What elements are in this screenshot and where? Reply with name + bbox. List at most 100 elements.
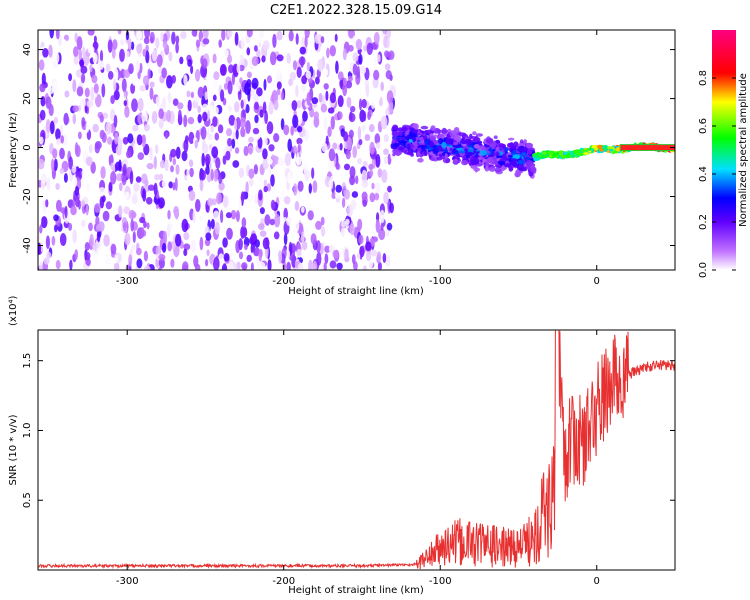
spectrogram-cell bbox=[445, 158, 451, 164]
spectrogram-cell bbox=[123, 206, 130, 215]
spectrogram-frame bbox=[37, 29, 676, 271]
spectrogram-cell bbox=[286, 216, 292, 226]
x-tick-label: 0 bbox=[594, 576, 600, 587]
spectrogram-cell bbox=[348, 112, 356, 123]
spectrogram-cell bbox=[175, 233, 182, 247]
spectrogram-cell bbox=[72, 113, 77, 125]
spectrogram-cell bbox=[248, 168, 255, 179]
spectrogram-cell bbox=[105, 63, 111, 73]
spectrogram-cell bbox=[110, 171, 117, 185]
spectrogram-cell bbox=[172, 182, 176, 191]
spectrogram-cell bbox=[175, 35, 180, 44]
spectrogram-cell bbox=[132, 124, 139, 132]
spectrogram-cell bbox=[53, 51, 60, 65]
spectrogram-cell bbox=[79, 98, 86, 108]
spectrogram-cell bbox=[102, 195, 106, 203]
spectrogram-cell bbox=[531, 166, 537, 173]
spectrogram-cell bbox=[380, 81, 385, 91]
spectrogram-cell bbox=[55, 30, 60, 40]
spectrogram-cell bbox=[416, 151, 421, 157]
spectrogram-cell bbox=[249, 178, 254, 187]
spectrogram-cell bbox=[145, 197, 153, 205]
spectrogram-cell bbox=[453, 158, 459, 163]
spectrogram-cell bbox=[430, 125, 436, 132]
y-tick-label: 20 bbox=[22, 92, 33, 105]
spectrogram-cell bbox=[334, 33, 338, 43]
spectrogram-cell bbox=[167, 209, 171, 220]
spectrogram-cell bbox=[174, 177, 178, 191]
spectrogram-cell bbox=[204, 153, 211, 165]
spectrogram-cell bbox=[127, 133, 134, 144]
spectrogram-cell bbox=[253, 164, 258, 175]
spectrogram-cell bbox=[51, 235, 56, 246]
spectrogram-cell bbox=[221, 263, 228, 270]
spectrogram-cell bbox=[130, 83, 136, 94]
spectrogram-cell bbox=[89, 233, 94, 247]
spectrogram-cell bbox=[370, 249, 378, 257]
spectrogram-cell bbox=[323, 262, 327, 270]
spectrogram-cell bbox=[43, 257, 50, 265]
spectrogram-cell bbox=[267, 75, 272, 84]
spectrogram-cell bbox=[72, 229, 77, 244]
spectrogram-cell bbox=[479, 149, 487, 156]
spectrogram-cell bbox=[331, 192, 337, 199]
spectrogram-cell bbox=[517, 164, 525, 169]
spectrogram-cell bbox=[192, 210, 196, 223]
spectrogram-cell bbox=[262, 148, 268, 160]
spectrogram-cell bbox=[347, 75, 353, 82]
spectrogram-cell bbox=[114, 254, 118, 264]
spectrogram-cell bbox=[257, 175, 264, 183]
spectrogram-cell bbox=[178, 109, 182, 122]
spectrogram-cell bbox=[453, 134, 460, 141]
spectrogram-cell bbox=[254, 101, 259, 110]
spectrogram-cell bbox=[68, 156, 73, 170]
spectrogram-cell bbox=[253, 247, 260, 257]
spectrogram-cell bbox=[86, 182, 90, 192]
spectrogram-cell bbox=[444, 138, 452, 145]
colorbar-tick-label: 0.8 bbox=[698, 70, 709, 86]
spectrogram-cell bbox=[52, 148, 58, 159]
spectrogram-cell bbox=[177, 102, 184, 110]
spectrogram-cell bbox=[183, 139, 189, 153]
spectrogram-cell bbox=[110, 243, 117, 255]
spectrogram-cell bbox=[220, 209, 224, 223]
spectrogram-cell bbox=[461, 159, 469, 166]
spectrogram-cell bbox=[377, 262, 382, 270]
spectrogram-cell bbox=[486, 157, 494, 164]
spectrogram-cell bbox=[225, 212, 232, 219]
spectrogram-cell bbox=[214, 132, 220, 141]
spectrogram-cell bbox=[381, 169, 388, 184]
spectrogram-cell bbox=[201, 152, 205, 167]
spectrogram-cell bbox=[542, 151, 547, 155]
spectrogram-cell bbox=[269, 51, 277, 66]
spectrogram-cell bbox=[40, 216, 48, 229]
spectrogram-cell bbox=[175, 42, 179, 54]
spectrogram-cell bbox=[94, 203, 101, 213]
spectrogram-cell bbox=[507, 154, 513, 158]
spectrogram-cell bbox=[335, 60, 339, 74]
spectrogram-cell bbox=[258, 248, 263, 262]
spectrogram-cell bbox=[88, 222, 93, 232]
spectrogram-cell bbox=[297, 144, 301, 153]
spectrogram-cell bbox=[92, 249, 96, 260]
spectrogram-cell bbox=[380, 223, 384, 231]
spectrogram-cell bbox=[188, 131, 195, 144]
spectrogram-cell bbox=[228, 261, 234, 270]
spectrogram-cell bbox=[218, 39, 222, 48]
spectrogram-cell bbox=[473, 136, 481, 143]
spectrogram-cell bbox=[201, 103, 209, 115]
spectrogram-cell bbox=[320, 36, 325, 44]
spectrogram-cell bbox=[352, 63, 358, 76]
spectrogram-cell bbox=[552, 152, 558, 156]
spectrogram-cell bbox=[189, 167, 194, 178]
spectrogram-cell bbox=[328, 158, 335, 172]
spectrogram-cell bbox=[256, 87, 263, 97]
spectrogram-cell bbox=[513, 141, 519, 147]
spectrogram-cell bbox=[135, 60, 140, 73]
spectrogram-cell bbox=[228, 114, 236, 126]
spectrogram-cell bbox=[205, 259, 209, 267]
spectrogram-cell bbox=[222, 155, 227, 165]
spectrogram-cell bbox=[401, 126, 408, 132]
spectrogram-cell bbox=[85, 156, 93, 166]
spectrogram-cell bbox=[352, 145, 358, 159]
